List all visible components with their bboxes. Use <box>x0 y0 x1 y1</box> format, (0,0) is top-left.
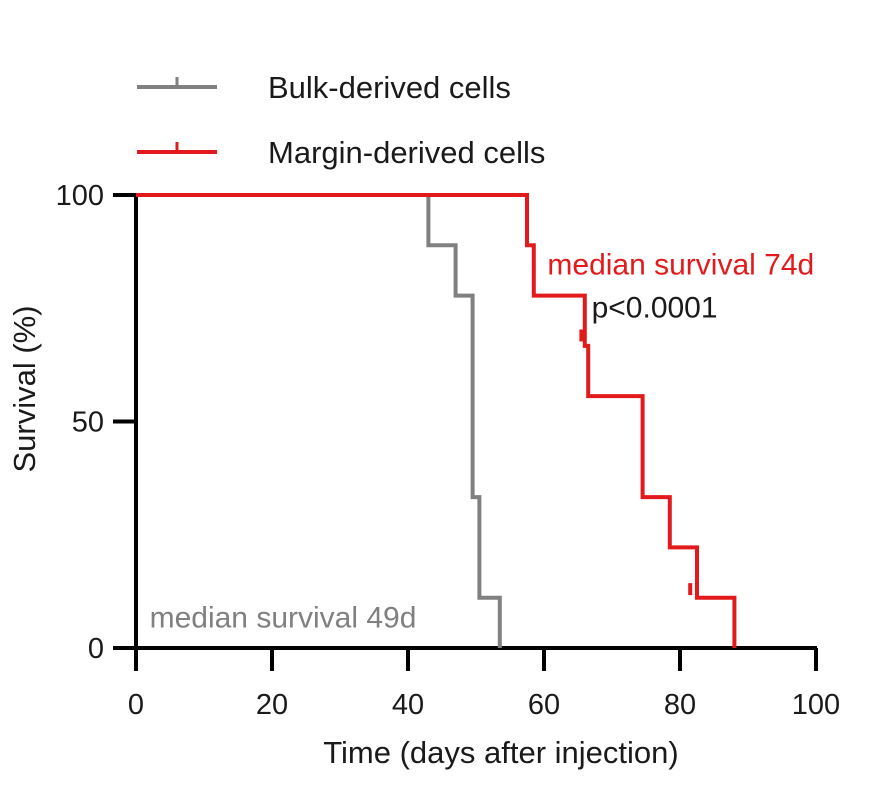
y-ticks: 0 50 100 <box>56 180 136 665</box>
annotation-label: median survival 49d <box>150 602 417 635</box>
series-line-bulk <box>136 193 502 648</box>
x-axis-title: Time (days after injection) <box>323 735 678 770</box>
x-ticks: 0 20 40 60 80 100 <box>128 648 840 721</box>
y-axis-title: Survival (%) <box>7 305 42 472</box>
legend-label-margin: Margin-derived cells <box>268 135 545 170</box>
plot-area <box>136 193 737 648</box>
x-tick-label: 20 <box>256 689 288 721</box>
legend-label-bulk: Bulk-derived cells <box>268 70 511 105</box>
legend: Bulk-derived cells Margin-derived cells <box>137 70 545 170</box>
y-tick-label: 50 <box>72 407 104 439</box>
x-tick-label: 60 <box>528 689 560 721</box>
annotation-label: median survival 74d <box>547 248 814 281</box>
y-tick-label: 100 <box>56 180 104 212</box>
annotations: median survival 74d p<0.0001 median surviv… <box>150 248 815 634</box>
x-tick-label: 80 <box>664 689 696 721</box>
legend-item-bulk: Bulk-derived cells <box>137 70 511 105</box>
x-tick-label: 0 <box>128 689 144 721</box>
x-tick-label: 40 <box>392 689 424 721</box>
x-tick-label: 100 <box>792 689 840 721</box>
series-line-margin <box>136 193 737 648</box>
legend-item-margin: Margin-derived cells <box>137 135 545 170</box>
y-tick-label: 0 <box>88 633 104 665</box>
annotation-label: p<0.0001 <box>592 291 718 324</box>
